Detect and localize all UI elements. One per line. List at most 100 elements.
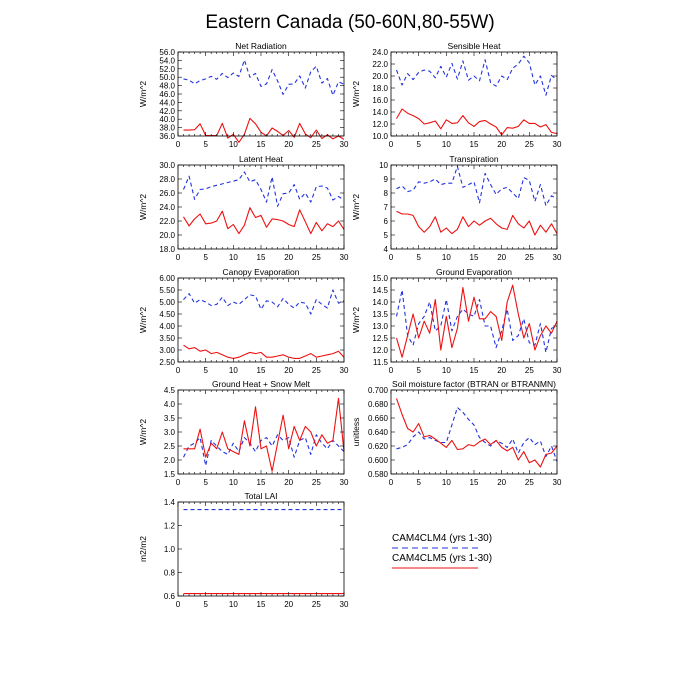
panel-soil-moisture-factor-btran-or-btranmn: Soil moisture factor (BTRAN or BTRANMN) u… bbox=[351, 379, 562, 487]
x-tick-label: 10 bbox=[442, 140, 451, 149]
panel-title: Soil moisture factor (BTRAN or BTRANMN) bbox=[392, 379, 556, 389]
x-tick-label: 10 bbox=[229, 366, 238, 375]
y-axis-label: W/m^2 bbox=[351, 194, 361, 220]
x-tick-label: 5 bbox=[203, 478, 208, 487]
panel-title: Ground Evaporation bbox=[436, 267, 512, 277]
y-tick-label: 0.660 bbox=[368, 414, 389, 423]
y-axis-label: W/m^2 bbox=[351, 81, 361, 107]
y-tick-label: 56.0 bbox=[159, 48, 175, 57]
x-tick-label: 20 bbox=[284, 478, 293, 487]
y-tick-label: 5.00 bbox=[159, 298, 175, 307]
plot-frame bbox=[177, 501, 345, 597]
x-tick-label: 0 bbox=[389, 140, 394, 149]
x-tick-label: 0 bbox=[176, 366, 181, 375]
y-tick-label: 12.0 bbox=[372, 120, 388, 129]
plot-frame bbox=[177, 389, 345, 475]
y-tick-label: 11.5 bbox=[373, 358, 389, 367]
y-tick-label: 1.2 bbox=[164, 522, 176, 531]
x-tick-label: 30 bbox=[553, 140, 562, 149]
y-tick-label: 0.640 bbox=[368, 428, 389, 437]
y-tick-label: 13.0 bbox=[372, 322, 388, 331]
x-tick-label: 30 bbox=[553, 478, 562, 487]
x-tick-label: 15 bbox=[257, 600, 266, 609]
y-tick-label: 42.0 bbox=[159, 107, 175, 116]
y-tick-label: 18.0 bbox=[159, 245, 175, 254]
y-tick-label: 40.0 bbox=[159, 115, 175, 124]
x-tick-label: 25 bbox=[525, 140, 534, 149]
x-tick-label: 15 bbox=[470, 366, 479, 375]
y-tick-label: 0.620 bbox=[368, 442, 389, 451]
x-tick-label: 30 bbox=[553, 253, 562, 262]
plot-frame bbox=[390, 277, 558, 363]
y-axis-label: W/m^2 bbox=[138, 307, 148, 333]
y-axis-label: W/m^2 bbox=[138, 81, 148, 107]
y-tick-label: 22.0 bbox=[372, 60, 388, 69]
series-line-clm5 bbox=[183, 397, 345, 472]
x-tick-label: 20 bbox=[284, 600, 293, 609]
x-tick-label: 5 bbox=[416, 140, 421, 149]
x-tick-label: 15 bbox=[257, 478, 266, 487]
x-tick-label: 30 bbox=[340, 366, 349, 375]
y-tick-label: 5.50 bbox=[159, 286, 175, 295]
series-line-clm4 bbox=[396, 406, 558, 462]
x-tick-label: 20 bbox=[497, 253, 506, 262]
x-tick-label: 20 bbox=[497, 140, 506, 149]
x-tick-label: 10 bbox=[229, 253, 238, 262]
y-tick-label: 1.5 bbox=[164, 470, 176, 479]
panel-total-lai: Total LAI m2/m2 0 5 10 15 20 25 30 0.6 0.8 1.0 1.2 1.… bbox=[138, 491, 349, 609]
y-tick-label: 3.0 bbox=[164, 428, 176, 437]
x-tick-label: 25 bbox=[312, 478, 321, 487]
x-tick-label: 25 bbox=[312, 366, 321, 375]
series-line-clm4 bbox=[395, 55, 558, 96]
x-tick-label: 10 bbox=[229, 600, 238, 609]
legend-label-clm5: CAM4CLM5 (yrs 1-30) bbox=[392, 553, 492, 564]
y-tick-label: 14.5 bbox=[372, 286, 388, 295]
y-tick-label: 18.0 bbox=[372, 84, 388, 93]
plot-frame bbox=[390, 164, 558, 250]
y-tick-label: 3.00 bbox=[159, 346, 175, 355]
panel-net-radiation: Net Radiation W/m^2 0 5 10 15 20 25 30 36.038.040… bbox=[138, 41, 349, 149]
y-tick-label: 22.0 bbox=[159, 217, 175, 226]
series-line-clm4 bbox=[183, 59, 345, 96]
series-line-clm4 bbox=[182, 171, 345, 207]
y-tick-label: 4.5 bbox=[164, 386, 176, 395]
plot-frame bbox=[177, 164, 345, 250]
y-tick-label: 12.5 bbox=[372, 334, 388, 343]
y-axis-label: W/m^2 bbox=[138, 194, 148, 220]
plot-frame bbox=[177, 51, 345, 137]
x-tick-label: 5 bbox=[416, 366, 421, 375]
y-tick-label: 46.0 bbox=[159, 90, 175, 99]
series-line-clm5 bbox=[396, 210, 558, 236]
x-tick-label: 30 bbox=[340, 140, 349, 149]
x-tick-label: 10 bbox=[229, 140, 238, 149]
y-tick-label: 14.0 bbox=[372, 108, 388, 117]
y-tick-label: 48.0 bbox=[159, 82, 175, 91]
x-tick-label: 15 bbox=[257, 366, 266, 375]
x-tick-label: 5 bbox=[203, 600, 208, 609]
y-axis-label: unitless bbox=[351, 418, 361, 447]
y-tick-label: 4 bbox=[384, 245, 389, 254]
panel-title: Ground Heat + Snow Melt bbox=[212, 379, 311, 389]
y-tick-label: 0.6 bbox=[164, 592, 176, 601]
figure-title: Eastern Canada (50-60N,80-55W) bbox=[205, 12, 494, 33]
y-tick-label: 5 bbox=[384, 231, 389, 240]
panel-transpiration: Transpiration W/m^2 0 5 10 15 20 25 30 4 5 6 7 8 9 10 bbox=[351, 154, 562, 262]
x-tick-label: 0 bbox=[389, 253, 394, 262]
y-tick-label: 0.680 bbox=[368, 400, 389, 409]
legend: CAM4CLM4 (yrs 1-30) CAM4CLM5 (yrs 1-30) bbox=[392, 533, 492, 569]
y-tick-label: 2.0 bbox=[164, 456, 176, 465]
series-line-clm5 bbox=[396, 108, 558, 136]
y-tick-label: 52.0 bbox=[159, 65, 175, 74]
panel-title: Sensible Heat bbox=[448, 41, 502, 51]
y-tick-label: 38.0 bbox=[159, 124, 175, 133]
series-line-clm5 bbox=[183, 344, 345, 359]
y-tick-label: 1.0 bbox=[164, 545, 176, 554]
x-tick-label: 20 bbox=[284, 140, 293, 149]
y-tick-label: 20.0 bbox=[372, 72, 388, 81]
x-tick-label: 0 bbox=[389, 366, 394, 375]
x-tick-label: 25 bbox=[525, 366, 534, 375]
x-tick-label: 10 bbox=[442, 478, 451, 487]
x-tick-label: 0 bbox=[176, 478, 181, 487]
panel-title: Net Radiation bbox=[235, 41, 287, 51]
